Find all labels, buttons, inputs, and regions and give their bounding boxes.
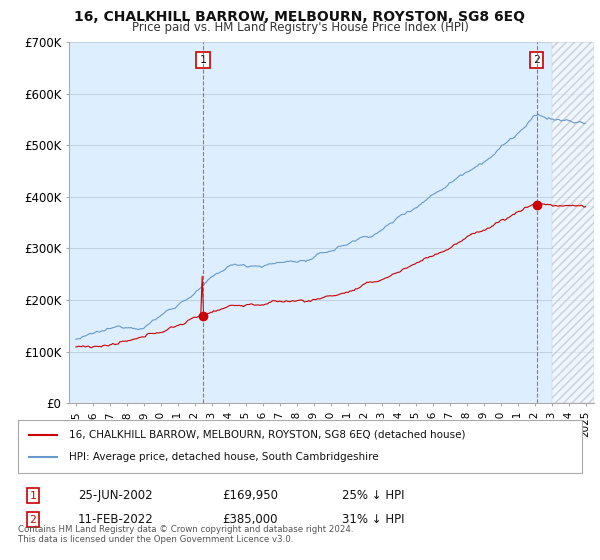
Text: 16, CHALKHILL BARROW, MELBOURN, ROYSTON, SG8 6EQ: 16, CHALKHILL BARROW, MELBOURN, ROYSTON,… xyxy=(74,10,526,24)
Text: 25% ↓ HPI: 25% ↓ HPI xyxy=(342,489,404,502)
Text: 1: 1 xyxy=(29,491,37,501)
Text: 2: 2 xyxy=(29,515,37,525)
Text: £385,000: £385,000 xyxy=(222,513,277,526)
Text: Contains HM Land Registry data © Crown copyright and database right 2024.
This d: Contains HM Land Registry data © Crown c… xyxy=(18,525,353,544)
Text: 1: 1 xyxy=(199,55,206,65)
Text: 25-JUN-2002: 25-JUN-2002 xyxy=(78,489,152,502)
Text: 2: 2 xyxy=(533,55,540,65)
Text: HPI: Average price, detached house, South Cambridgeshire: HPI: Average price, detached house, Sout… xyxy=(69,452,379,462)
Text: 11-FEB-2022: 11-FEB-2022 xyxy=(78,513,154,526)
Text: 31% ↓ HPI: 31% ↓ HPI xyxy=(342,513,404,526)
Text: £169,950: £169,950 xyxy=(222,489,278,502)
Bar xyxy=(551,42,594,403)
Text: Price paid vs. HM Land Registry's House Price Index (HPI): Price paid vs. HM Land Registry's House … xyxy=(131,21,469,34)
Text: 16, CHALKHILL BARROW, MELBOURN, ROYSTON, SG8 6EQ (detached house): 16, CHALKHILL BARROW, MELBOURN, ROYSTON,… xyxy=(69,430,465,440)
